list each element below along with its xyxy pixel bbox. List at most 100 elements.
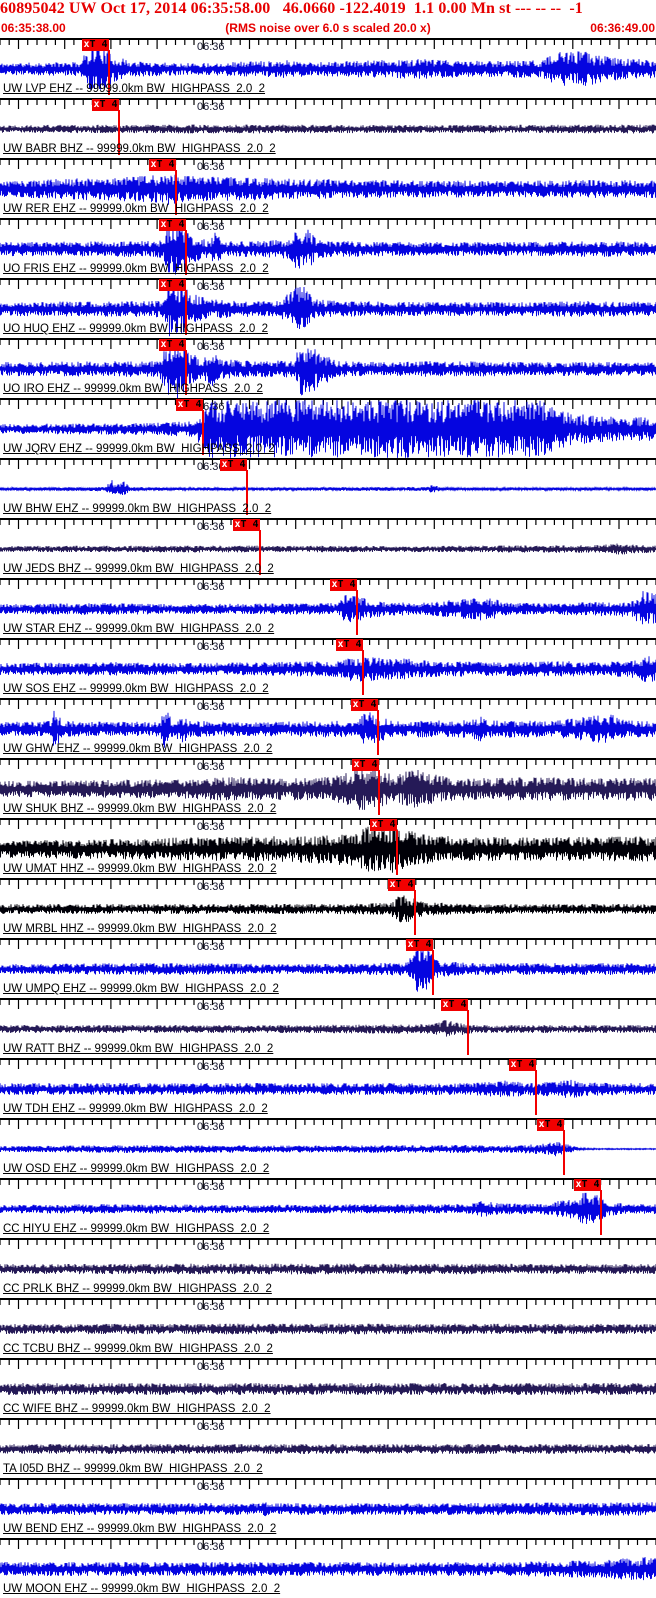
pick-flag[interactable]: xT 4 (352, 759, 379, 771)
pick-flag[interactable]: xT 4 (441, 999, 468, 1011)
pick-flag-prefix: x (442, 999, 449, 1010)
window-start-time: 06:35:38.00 (1, 21, 66, 35)
pick-flag-value: T 4 (359, 759, 378, 770)
trace-row[interactable]: 06:36 xT 4 UW GHW EHZ -- 99999.0km BW HI… (0, 698, 656, 758)
station-label: CC WIFE BHZ -- 99999.0km BW HIGHPASS 2.0… (3, 1403, 271, 1415)
pick-flag[interactable]: xT 4 (351, 699, 378, 711)
pick-line (108, 50, 110, 95)
pick-flag[interactable]: xT 4 (388, 879, 415, 891)
pick-flag-value: T 4 (337, 579, 356, 590)
pick-line (467, 1010, 469, 1055)
trace-row[interactable]: 06:36 xT 4 UW BHW EHZ -- 99999.0km BW HI… (0, 458, 656, 518)
pick-line (378, 770, 380, 815)
trace-row[interactable]: 06:36 xT 4 UO HUQ EHZ -- 99999.0km BW HI… (0, 278, 656, 338)
pick-flag-prefix: x (331, 579, 338, 590)
event-summary: 60895042 UW Oct 17, 2014 06:35:58.00 46.… (0, 0, 583, 17)
pick-line (600, 1190, 602, 1235)
station-label: UW UMPQ EHZ -- 99999.0km BW HIGHPASS 2.0… (3, 983, 279, 995)
trace-row[interactable]: 06:36 TA I05D BHZ -- 99999.0km BW HIGHPA… (0, 1418, 656, 1478)
pick-flag-prefix: x (353, 759, 360, 770)
trace-row[interactable]: 06:36 xT 4 UW JQRV EHZ -- 99999.0km BW H… (0, 398, 656, 458)
minute-tick-label: 06:36 (197, 1301, 225, 1313)
pick-flag[interactable]: xT 4 (82, 39, 109, 51)
trace-row[interactable]: 06:36 xT 4 UW BABR BHZ -- 99999.0km BW H… (0, 98, 656, 158)
trace-row[interactable]: 06:36 xT 4 UW MRBL HHZ -- 99999.0km BW H… (0, 878, 656, 938)
trace-row[interactable]: 06:36 xT 4 UW UMPQ EHZ -- 99999.0km BW H… (0, 938, 656, 998)
trace-row[interactable]: 06:36 xT 4 UW STAR EHZ -- 99999.0km BW H… (0, 578, 656, 638)
trace-row[interactable]: 06:36 xT 4 UW LVP EHZ -- 99999.0km BW HI… (0, 38, 656, 98)
pick-flag[interactable]: xT 4 (330, 579, 357, 591)
pick-flag[interactable]: xT 4 (159, 219, 186, 231)
trace-waveform (0, 758, 656, 810)
pick-flag[interactable]: xT 4 (220, 459, 247, 471)
trace-row[interactable]: 06:36 xT 4 CC HIYU EHZ -- 99999.0km BW H… (0, 1178, 656, 1238)
pick-flag-prefix: x (234, 519, 241, 530)
pick-flag[interactable]: xT 4 (159, 339, 186, 351)
pick-flag-value: T 4 (166, 339, 185, 350)
station-label: UO HUQ EHZ -- 99999.0km BW HIGHPASS 2.0 … (3, 323, 268, 335)
minute-tick-label: 06:36 (197, 1241, 225, 1253)
station-label: UW JEDS BHZ -- 99999.0km BW HIGHPASS 2.0… (3, 563, 274, 575)
trace-row[interactable]: 06:36 xT 4 UW UMAT HHZ -- 99999.0km BW H… (0, 818, 656, 878)
trace-waveform (0, 278, 656, 337)
window-end-time: 06:36:49.00 (590, 21, 655, 35)
minute-tick-label: 06:36 (197, 1361, 225, 1373)
trace-row[interactable]: 06:36 xT 4 UW SOS EHZ -- 99999.0km BW HI… (0, 638, 656, 698)
pick-flag[interactable]: xT 4 (370, 819, 397, 831)
pick-flag-prefix: x (177, 399, 184, 410)
pick-flag[interactable]: xT 4 (406, 939, 433, 951)
pick-line (259, 530, 261, 575)
minute-tick-label: 06:36 (197, 401, 225, 413)
pick-line (185, 290, 187, 335)
station-label: UW RATT BHZ -- 99999.0km BW HIGHPASS 2.0… (3, 1043, 274, 1055)
trace-row[interactable]: 06:36 xT 4 UW OSD EHZ -- 99999.0km BW HI… (0, 1118, 656, 1178)
trace-row[interactable]: 06:36 xT 4 UW RATT BHZ -- 99999.0km BW H… (0, 998, 656, 1058)
minute-tick-label: 06:36 (197, 341, 225, 353)
pick-flag[interactable]: xT 4 (574, 1179, 601, 1191)
pick-flag-value: T 4 (413, 939, 432, 950)
trace-row[interactable]: 06:36 xT 4 UW SHUK BHZ -- 99999.0km BW H… (0, 758, 656, 818)
pick-flag[interactable]: xT 4 (509, 1059, 536, 1071)
trace-row[interactable]: 06:36 xT 4 UW TDH EHZ -- 99999.0km BW HI… (0, 1058, 656, 1118)
event-header: 60895042 UW Oct 17, 2014 06:35:58.00 46.… (0, 0, 656, 38)
station-label: UW BABR BHZ -- 99999.0km BW HIGHPASS 2.0… (3, 143, 276, 155)
trace-row[interactable]: 06:36 CC TCBU BHZ -- 99999.0km BW HIGHPA… (0, 1298, 656, 1358)
station-label: UW JQRV EHZ -- 99999.0km BW HIGHPASS 2.0… (3, 443, 275, 455)
pick-flag[interactable]: xT 4 (233, 519, 260, 531)
pick-flag[interactable]: xT 4 (537, 1119, 564, 1131)
pick-line (202, 410, 204, 455)
trace-row[interactable]: 06:36 CC PRLK BHZ -- 99999.0km BW HIGHPA… (0, 1238, 656, 1298)
trace-row[interactable]: 06:36 xT 4 UW RER EHZ -- 99999.0km BW HI… (0, 158, 656, 218)
pick-flag[interactable]: xT 4 (159, 279, 186, 291)
minute-tick-label: 06:36 (197, 1121, 225, 1133)
pick-flag-prefix: x (352, 699, 359, 710)
trace-waveform (0, 98, 656, 134)
station-label: UO IRO EHZ -- 99999.0km BW HIGHPASS 2.0 … (3, 383, 263, 395)
trace-row[interactable]: 06:36 xT 4 UO FRIS EHZ -- 99999.0km BW H… (0, 218, 656, 278)
pick-flag[interactable]: xT 4 (336, 639, 363, 651)
trace-row[interactable]: 06:36 xT 4 UO IRO EHZ -- 99999.0km BW HI… (0, 338, 656, 398)
trace-waveform (0, 1538, 656, 1581)
pick-line (535, 1070, 537, 1115)
station-label: CC TCBU BHZ -- 99999.0km BW HIGHPASS 2.0… (3, 1343, 273, 1355)
trace-waveform (0, 1118, 656, 1157)
minute-tick-label: 06:36 (197, 1541, 225, 1553)
station-label: TA I05D BHZ -- 99999.0km BW HIGHPASS 2.0… (3, 1463, 263, 1475)
pick-flag[interactable]: xT 4 (92, 99, 119, 111)
pick-flag-prefix: x (389, 879, 396, 890)
minute-tick-label: 06:36 (197, 461, 225, 473)
trace-row[interactable]: 06:36 xT 4 UW JEDS BHZ -- 99999.0km BW H… (0, 518, 656, 578)
minute-tick-label: 06:36 (197, 1001, 225, 1013)
trace-row[interactable]: 06:36 UW BEND EHZ -- 99999.0km BW HIGHPA… (0, 1478, 656, 1538)
pick-flag-prefix: x (83, 39, 90, 50)
trace-row[interactable]: 06:36 CC WIFE BHZ -- 99999.0km BW HIGHPA… (0, 1358, 656, 1418)
trace-row[interactable]: 06:36 UW MOON EHZ -- 99999.0km BW HIGHPA… (0, 1538, 656, 1598)
pick-flag[interactable]: xT 4 (176, 399, 203, 411)
pick-line (432, 950, 434, 995)
pick-flag-value: T 4 (581, 1179, 600, 1190)
pick-flag-value: T 4 (395, 879, 414, 890)
pick-flag[interactable]: xT 4 (149, 159, 176, 171)
pick-line (377, 710, 379, 755)
trace-waveform (0, 1358, 656, 1396)
trace-waveform (0, 938, 656, 992)
